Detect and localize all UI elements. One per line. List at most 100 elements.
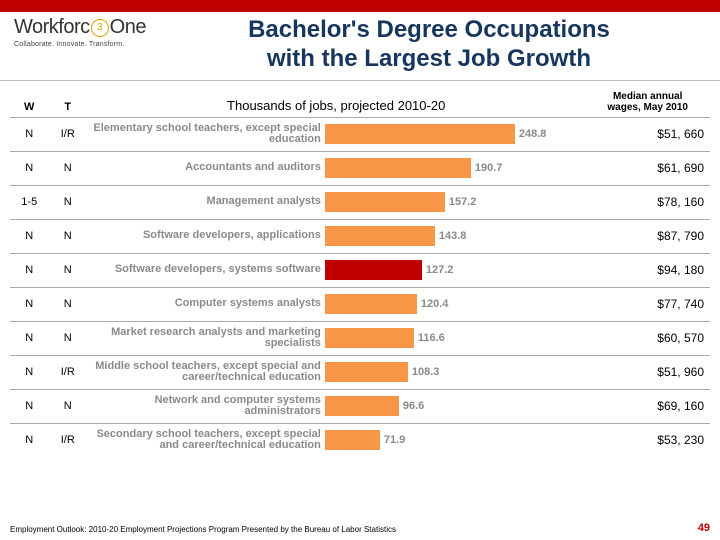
bar: [325, 294, 417, 314]
cell-occupation: Accountants and auditors: [87, 151, 325, 185]
bar: [325, 226, 435, 246]
cell-bar: 190.7: [325, 151, 586, 185]
cell-bar: 157.2: [325, 185, 586, 219]
cell-wage: $78, 160: [585, 185, 710, 219]
bar-wrap: 248.8: [325, 124, 584, 144]
cell-w: N: [10, 287, 49, 321]
bar: [325, 396, 399, 416]
brand-name-part1: Workforc: [14, 16, 90, 39]
bar-value: 96.6: [403, 400, 424, 412]
cell-bar: 96.6: [325, 389, 586, 423]
cell-w: N: [10, 151, 49, 185]
bar: [325, 158, 471, 178]
slide-title: Bachelor's Degree Occupations with the L…: [158, 16, 700, 74]
cell-wage: $61, 690: [585, 151, 710, 185]
cell-occupation: Network and computer systems administrat…: [87, 389, 325, 423]
bar-value: 116.6: [418, 332, 445, 344]
bar: [325, 362, 408, 382]
bar: [325, 328, 414, 348]
brand-tagline: Collaborate. Innovate. Transform.: [14, 41, 146, 48]
cell-wage: $53, 230: [585, 423, 710, 457]
bar: [325, 260, 422, 280]
cell-t: I/R: [49, 117, 88, 151]
cell-w: N: [10, 321, 49, 355]
chart-table: W T Thousands of jobs, projected 2010-20…: [0, 81, 720, 458]
bar-wrap: 120.4: [325, 294, 584, 314]
table-row: NNAccountants and auditors190.7$61, 690: [10, 151, 710, 185]
cell-wage: $77, 740: [585, 287, 710, 321]
cell-w: N: [10, 219, 49, 253]
title-line1: Bachelor's Degree Occupations: [158, 16, 700, 45]
title-line2: with the Largest Job Growth: [158, 45, 700, 74]
cell-w: N: [10, 355, 49, 389]
cell-occupation: Middle school teachers, except special a…: [87, 355, 325, 389]
bar-wrap: 108.3: [325, 362, 584, 382]
bar-wrap: 157.2: [325, 192, 584, 212]
cell-occupation: Secondary school teachers, except specia…: [87, 423, 325, 457]
cell-t: N: [49, 151, 88, 185]
cell-bar: 108.3: [325, 355, 586, 389]
cell-t: N: [49, 287, 88, 321]
bar-value: 143.8: [439, 230, 467, 242]
top-accent-bar: [0, 0, 720, 12]
cell-wage: $94, 180: [585, 253, 710, 287]
brand-logo-row: Workforc 3 One: [14, 16, 146, 39]
cell-occupation: Management analysts: [87, 185, 325, 219]
bar-wrap: 96.6: [325, 396, 584, 416]
cell-w: N: [10, 253, 49, 287]
col-chart-title: Thousands of jobs, projected 2010-20: [87, 87, 585, 118]
bar: [325, 430, 380, 450]
cell-bar: 120.4: [325, 287, 586, 321]
cell-t: N: [49, 253, 88, 287]
table-row: 1-5NManagement analysts157.2$78, 160: [10, 185, 710, 219]
col-w: W: [10, 87, 49, 118]
cell-t: I/R: [49, 355, 88, 389]
cell-bar: 143.8: [325, 219, 586, 253]
occupations-table: W T Thousands of jobs, projected 2010-20…: [10, 87, 710, 458]
cell-t: N: [49, 389, 88, 423]
table-row: NNMarket research analysts and marketing…: [10, 321, 710, 355]
table-row: NNSoftware developers, applications143.8…: [10, 219, 710, 253]
bar-value: 108.3: [412, 366, 440, 378]
brand-circle-icon: 3: [91, 19, 109, 37]
cell-bar: 127.2: [325, 253, 586, 287]
cell-occupation: Market research analysts and marketing s…: [87, 321, 325, 355]
bar: [325, 192, 445, 212]
bar-wrap: 71.9: [325, 430, 584, 450]
cell-wage: $60, 570: [585, 321, 710, 355]
cell-bar: 71.9: [325, 423, 586, 457]
brand-name-part2: One: [110, 16, 146, 39]
bar-wrap: 127.2: [325, 260, 584, 280]
bar-value: 120.4: [421, 298, 449, 310]
bar-value: 157.2: [449, 196, 477, 208]
table-row: NI/RMiddle school teachers, except speci…: [10, 355, 710, 389]
bar-value: 71.9: [384, 434, 405, 446]
bar-value: 127.2: [426, 264, 454, 276]
col-wage-l1: Median annual: [613, 91, 682, 102]
bar-value: 248.8: [519, 128, 547, 140]
cell-occupation: Software developers, systems software: [87, 253, 325, 287]
cell-t: N: [49, 321, 88, 355]
table-row: NNComputer systems analysts120.4$77, 740: [10, 287, 710, 321]
table-header-row: W T Thousands of jobs, projected 2010-20…: [10, 87, 710, 118]
page-number: 49: [698, 522, 710, 534]
cell-t: N: [49, 185, 88, 219]
cell-w: N: [10, 389, 49, 423]
bar-wrap: 116.6: [325, 328, 584, 348]
cell-occupation: Computer systems analysts: [87, 287, 325, 321]
bar-wrap: 143.8: [325, 226, 584, 246]
cell-bar: 248.8: [325, 117, 586, 151]
cell-wage: $51, 960: [585, 355, 710, 389]
table-row: NI/RSecondary school teachers, except sp…: [10, 423, 710, 457]
footer-source: Employment Outlook: 2010-20 Employment P…: [10, 525, 396, 534]
cell-wage: $69, 160: [585, 389, 710, 423]
cell-t: I/R: [49, 423, 88, 457]
cell-occupation: Elementary school teachers, except speci…: [87, 117, 325, 151]
col-t: T: [49, 87, 88, 118]
cell-w: N: [10, 423, 49, 457]
table-row: NNNetwork and computer systems administr…: [10, 389, 710, 423]
table-row: NNSoftware developers, systems software1…: [10, 253, 710, 287]
cell-occupation: Software developers, applications: [87, 219, 325, 253]
bar-wrap: 190.7: [325, 158, 584, 178]
bar-value: 190.7: [475, 162, 503, 174]
